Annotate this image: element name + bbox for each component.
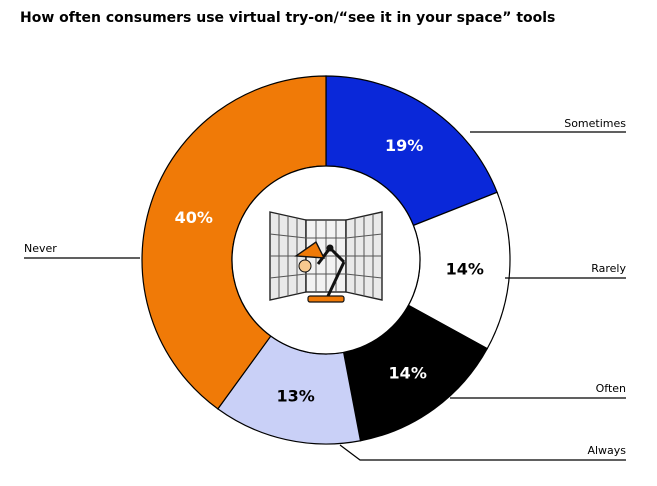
data-label-always: 13% [277, 387, 315, 406]
category-label-sometimes: Sometimes [564, 117, 626, 130]
category-label-often: Often [596, 382, 626, 395]
data-label-never: 40% [175, 208, 213, 227]
slices-group [141, 75, 511, 445]
leader-line-always [339, 444, 626, 461]
leader-lines-group: Sometimes Rarely Often Always Never [24, 117, 626, 461]
category-label-never: Never [24, 242, 57, 255]
data-label-sometimes: 19% [385, 136, 423, 155]
ar-room-lamp-icon [269, 211, 383, 303]
data-label-often: 14% [389, 363, 427, 382]
category-label-rarely: Rarely [591, 262, 626, 275]
data-labels-group: 19% 14% 14% 13% 40% [175, 136, 484, 406]
chart-title: How often consumers use virtual try-on/“… [20, 10, 556, 26]
data-label-rarely: 14% [446, 260, 484, 279]
category-label-always: Always [587, 444, 626, 457]
